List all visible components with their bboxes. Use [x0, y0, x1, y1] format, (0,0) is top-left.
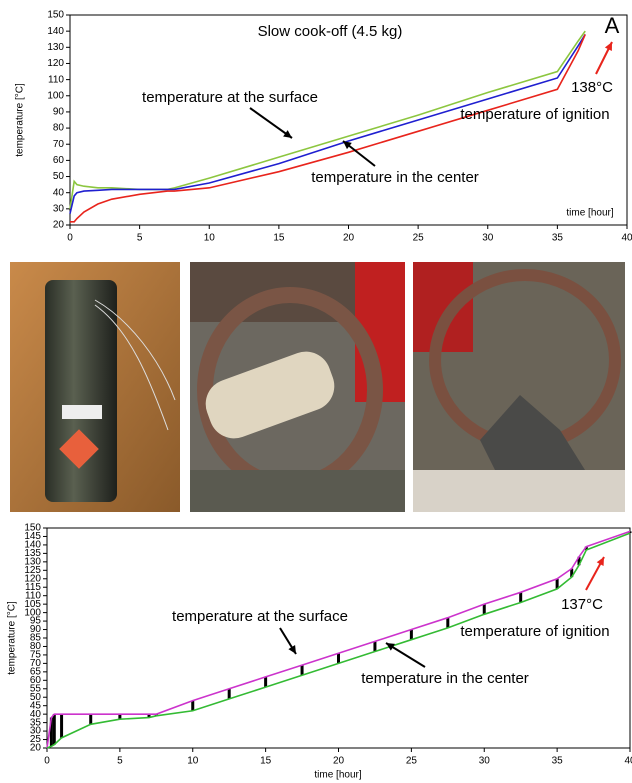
- y-tick-label: 100: [47, 90, 64, 101]
- x-tick-label: 40: [621, 233, 632, 244]
- y-tick-label: 80: [53, 123, 65, 134]
- x-tick-label: 5: [137, 233, 143, 244]
- annotation: temperature of ignition: [460, 106, 609, 123]
- y-tick-label: 60: [53, 155, 65, 166]
- x-tick-label: 5: [117, 756, 123, 767]
- x-tick-label: 0: [67, 233, 73, 244]
- y-tick-label: 90: [53, 107, 65, 118]
- annotation: temperature of ignition: [460, 623, 609, 640]
- y-tick-label: 120: [47, 58, 64, 69]
- y-axis-label: temperature [°C]: [15, 83, 26, 157]
- x-tick-label: 10: [204, 233, 216, 244]
- photo-right: [413, 262, 625, 512]
- y-tick-label: 30: [53, 203, 65, 214]
- panel-label: A: [605, 13, 620, 38]
- y-tick-label: 140: [47, 26, 64, 37]
- x-tick-label: 35: [552, 756, 564, 767]
- x-tick-label: 25: [413, 233, 425, 244]
- y-tick-label: 150: [24, 523, 41, 534]
- x-axis-label: time [hour]: [314, 770, 361, 781]
- x-tick-label: 25: [406, 756, 418, 767]
- y-tick-label: 110: [48, 74, 64, 85]
- x-tick-label: 20: [343, 233, 355, 244]
- x-tick-label: 10: [187, 756, 199, 767]
- x-tick-label: 0: [44, 756, 50, 767]
- x-tick-label: 30: [482, 233, 494, 244]
- annotation: 137°C: [561, 596, 603, 613]
- x-axis-label: time [hour]: [566, 208, 613, 219]
- chart-title: Slow cook-off (4.5 kg): [258, 23, 403, 40]
- y-tick-label: 50: [53, 171, 65, 182]
- y-tick-label: 130: [47, 42, 64, 53]
- y-tick-label: 40: [53, 187, 65, 198]
- photo-left: [10, 262, 180, 512]
- y-tick-label: 20: [53, 220, 65, 231]
- annotation: temperature in the center: [361, 670, 529, 687]
- y-tick-label: 70: [53, 139, 65, 150]
- x-tick-label: 20: [333, 756, 345, 767]
- figure: 2030405060708090100110120130140150051015…: [0, 0, 632, 783]
- y-tick-label: 150: [47, 10, 64, 21]
- annotation: temperature in the center: [311, 169, 479, 186]
- x-tick-label: 15: [260, 756, 272, 767]
- photo-center: [190, 262, 405, 512]
- annotation: 138°C: [571, 79, 613, 96]
- x-tick-label: 35: [552, 233, 564, 244]
- y-axis-label: temperature [°C]: [7, 601, 18, 675]
- x-tick-label: 30: [479, 756, 491, 767]
- annotation: temperature at the surface: [172, 608, 348, 625]
- x-tick-label: 40: [624, 756, 632, 767]
- x-tick-label: 15: [273, 233, 285, 244]
- annotation: temperature at the surface: [142, 89, 318, 106]
